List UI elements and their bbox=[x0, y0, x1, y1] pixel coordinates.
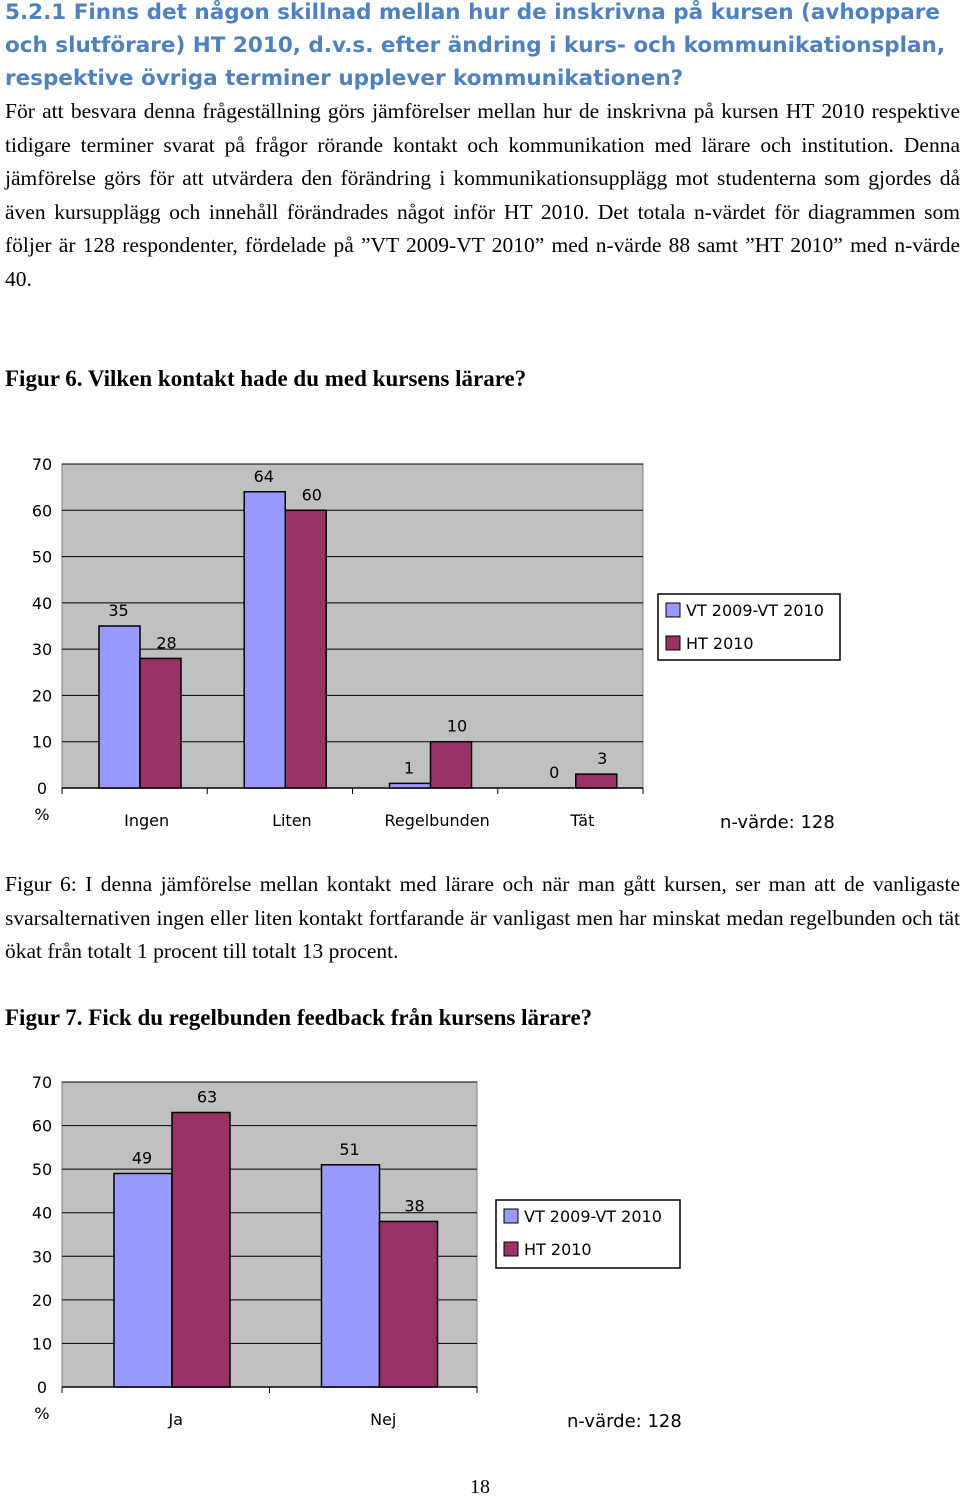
data-label: 1 bbox=[404, 758, 414, 777]
intro-paragraph: För att besvara denna frågeställning gör… bbox=[5, 99, 960, 291]
x-category-label: Nej bbox=[370, 1410, 396, 1429]
y-tick-label: 40 bbox=[32, 594, 52, 613]
y-tick-label: 70 bbox=[32, 1073, 52, 1092]
data-label: 51 bbox=[339, 1140, 359, 1159]
figure-6-title: Figur 6. Vilken kontakt hade du med kurs… bbox=[5, 366, 527, 391]
y-tick-label: 70 bbox=[32, 455, 52, 474]
bar-vt bbox=[243, 491, 286, 789]
figure-7-title: Figur 7. Fick du regelbunden feedback fr… bbox=[5, 1005, 593, 1030]
x-category-label: Liten bbox=[272, 811, 312, 830]
data-label: 49 bbox=[132, 1149, 152, 1168]
y-tick-label: 20 bbox=[32, 1291, 52, 1310]
y-tick-label: 10 bbox=[32, 733, 52, 752]
legend-swatch bbox=[665, 635, 681, 651]
figure-7-chart: 0 10 20 30 40 50 60 70% 49 63 Ja 51 38 Nej VT 2009-VT … bbox=[32, 1073, 682, 1432]
y-tick-label: 60 bbox=[32, 501, 52, 520]
data-label: 38 bbox=[404, 1196, 424, 1215]
bar-ht bbox=[171, 1111, 231, 1388]
y-tick-label: 10 bbox=[32, 1334, 52, 1353]
legend-swatch bbox=[665, 602, 681, 618]
y-axis-label: % bbox=[34, 1404, 49, 1423]
figure-6-caption: Figur 6: I denna jämförelse mellan konta… bbox=[5, 872, 960, 963]
section-heading: 5.2.1 Finns det någon skillnad mellan hu… bbox=[5, 0, 946, 91]
data-label: 0 bbox=[549, 763, 559, 782]
y-tick-label: 30 bbox=[32, 640, 52, 659]
bar-vt bbox=[388, 782, 432, 789]
legend-label: HT 2010 bbox=[524, 1240, 592, 1259]
data-label: 10 bbox=[447, 717, 467, 736]
legend-swatch bbox=[503, 1208, 519, 1224]
legend-label: HT 2010 bbox=[686, 634, 754, 653]
legend-box bbox=[657, 593, 841, 661]
legend-swatch bbox=[503, 1241, 519, 1257]
y-tick-label: 50 bbox=[32, 548, 52, 567]
y-tick-label: 40 bbox=[32, 1204, 52, 1223]
bar-ht bbox=[139, 657, 182, 789]
y-tick-label: 50 bbox=[32, 1160, 52, 1179]
legend-label: VT 2009-VT 2010 bbox=[686, 601, 824, 620]
legend-box bbox=[495, 1199, 681, 1269]
n-value-note: n-värde: 128 bbox=[720, 812, 835, 833]
legend-label: VT 2009-VT 2010 bbox=[524, 1207, 662, 1226]
x-category-label: Ingen bbox=[124, 811, 169, 830]
y-tick-label: 0 bbox=[37, 779, 47, 798]
figure-6-chart: 010203040506070%3528Ingen6460Liten110Reg… bbox=[32, 455, 841, 833]
y-axis-label: % bbox=[34, 805, 49, 824]
data-label: 3 bbox=[597, 749, 607, 768]
x-category-label: Ja bbox=[167, 1410, 183, 1429]
data-label: 64 bbox=[254, 467, 274, 486]
bar-ht bbox=[284, 509, 327, 789]
bar-ht bbox=[575, 773, 618, 789]
y-tick-label: 20 bbox=[32, 686, 52, 705]
y-tick-label: 30 bbox=[32, 1247, 52, 1266]
data-label: 60 bbox=[302, 485, 322, 504]
bar-vt bbox=[113, 1172, 173, 1388]
y-tick-label: 0 bbox=[37, 1378, 47, 1397]
bar-ht bbox=[378, 1220, 439, 1388]
page-number: 18 bbox=[470, 1476, 490, 1498]
bar-ht bbox=[429, 740, 473, 789]
x-category-label: Regelbunden bbox=[384, 811, 489, 830]
y-tick-label: 60 bbox=[32, 1117, 52, 1136]
bar-vt bbox=[98, 625, 141, 789]
bar-vt bbox=[320, 1164, 381, 1388]
data-label: 63 bbox=[197, 1088, 217, 1107]
x-category-label: Tät bbox=[569, 811, 594, 830]
data-label: 35 bbox=[108, 601, 128, 620]
data-label: 28 bbox=[156, 633, 176, 652]
n-value-note: n-värde: 128 bbox=[567, 1411, 682, 1432]
